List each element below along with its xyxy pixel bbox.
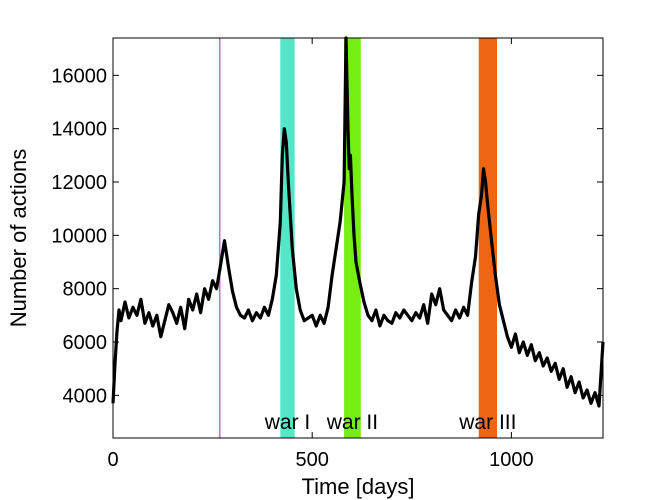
x-tick-label: 0 (107, 449, 118, 471)
plot-frame (112, 37, 604, 439)
series-line-actions (111, 36, 605, 408)
war-band-label-1: war I (264, 411, 311, 434)
war-band-3 (478, 38, 498, 438)
y-tick-label: 6000 (63, 332, 108, 354)
y-tick-label: 8000 (63, 279, 108, 301)
y-tick-label: 16000 (51, 65, 107, 87)
war-bands (280, 38, 498, 438)
y-tick-label: 4000 (63, 385, 108, 407)
war-band-label-2: war II (326, 411, 378, 434)
x-tick-label: 500 (295, 449, 328, 471)
x-axis-title: Time [days] (302, 474, 415, 499)
band-labels: war I war II war III (264, 411, 517, 434)
y-tick-label: 12000 (51, 172, 107, 194)
war-band-label-3: war III (458, 411, 516, 434)
x-tick-label: 1000 (489, 449, 534, 471)
y-tick-label: 10000 (51, 225, 107, 247)
axis-ticks: 0 500 1000 4000 6000 8000 10000 12000 14000 16000 (51, 38, 603, 471)
y-axis-title: Number of actions (6, 149, 31, 328)
y-tick-label: 14000 (51, 119, 107, 141)
